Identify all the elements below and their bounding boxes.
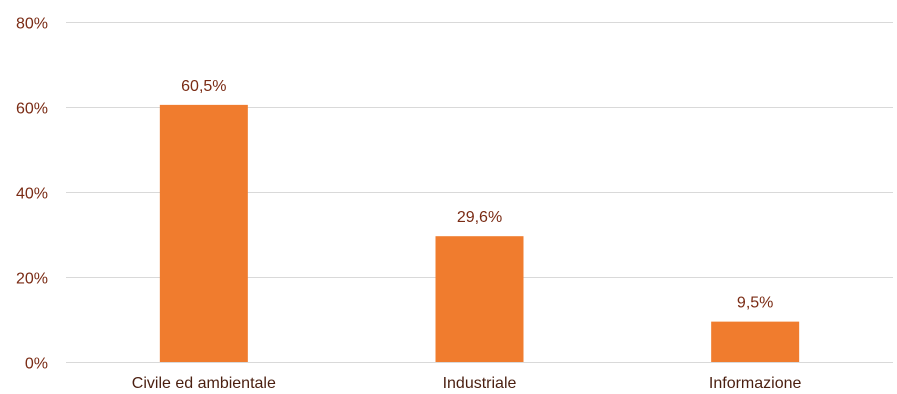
y-tick-label-60: 60% xyxy=(16,101,48,118)
data-label-2: 29,6% xyxy=(457,209,502,226)
bar-3 xyxy=(711,321,800,362)
bar-1 xyxy=(159,104,248,362)
data-label-1: 60,5% xyxy=(181,78,226,95)
data-label-3: 9,5% xyxy=(737,295,773,312)
labels: 0% 20% 40% 60% 80% 60,5% Civile ed ambientale 2… xyxy=(16,16,802,393)
bar-2 xyxy=(435,236,524,362)
category-label-2: Industriale xyxy=(443,375,517,392)
category-label-1: Civile ed ambientale xyxy=(132,375,276,392)
y-tick-label-20: 20% xyxy=(16,271,48,288)
y-tick-label-0: 0% xyxy=(25,356,48,373)
bars xyxy=(159,104,800,362)
category-label-3: Informazione xyxy=(709,375,802,392)
y-tick-label-40: 40% xyxy=(16,186,48,203)
y-tick-label-80: 80% xyxy=(16,16,48,33)
